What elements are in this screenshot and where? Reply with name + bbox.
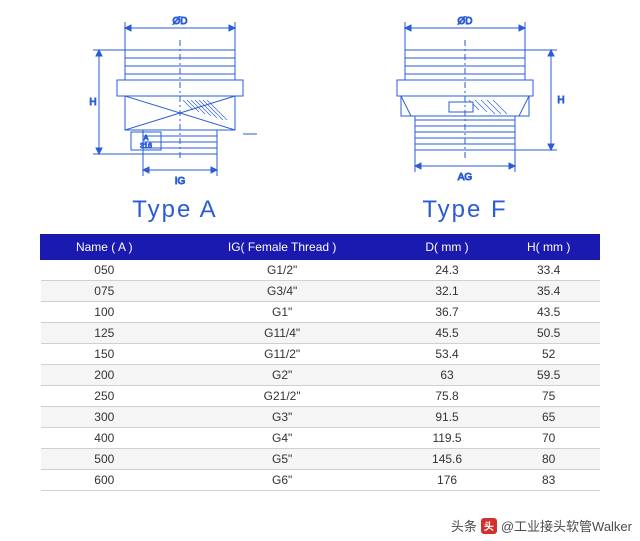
table-cell: 300 — [41, 407, 169, 428]
col-h: H( mm ) — [498, 235, 600, 260]
table-cell: 53.4 — [396, 344, 498, 365]
table-cell: 80 — [498, 449, 600, 470]
table-cell: 32.1 — [396, 281, 498, 302]
table-cell: 70 — [498, 428, 600, 449]
attribution: 头条 头 @工业接头软管Walker — [451, 516, 632, 535]
table-cell: G1/2" — [168, 260, 396, 281]
label-type-f: Type F — [355, 196, 575, 224]
col-ig: IG( Female Thread ) — [168, 235, 396, 260]
table-row: 300G3"91.565 — [41, 407, 600, 428]
table-cell: 33.4 — [498, 260, 600, 281]
table-cell: 145.6 — [396, 449, 498, 470]
dim-h-f: H — [557, 95, 564, 106]
table-cell: 83 — [498, 470, 600, 491]
table-cell: 500 — [41, 449, 169, 470]
table-cell: G3/4" — [168, 281, 396, 302]
diagram-f-svg: ØD — [355, 10, 575, 190]
table-cell: G2" — [168, 365, 396, 386]
table-header-row: Name ( A ) IG( Female Thread ) D( mm ) H… — [41, 235, 600, 260]
table-cell: G4" — [168, 428, 396, 449]
diagram-type-a: ØD — [65, 10, 285, 224]
table-cell: 52 — [498, 344, 600, 365]
table-cell: G6" — [168, 470, 396, 491]
table-cell: G11/4" — [168, 323, 396, 344]
table-cell: G11/2" — [168, 344, 396, 365]
table-cell: 176 — [396, 470, 498, 491]
diagram-type-f: ØD — [355, 10, 575, 224]
table-cell: 119.5 — [396, 428, 498, 449]
dim-od-a: ØD — [173, 16, 188, 27]
table-cell: 35.4 — [498, 281, 600, 302]
table-row: 150G11/2"53.452 — [41, 344, 600, 365]
table-row: 100G1"36.743.5 — [41, 302, 600, 323]
table-cell: 600 — [41, 470, 169, 491]
marking-a-bot: 316 — [140, 143, 152, 150]
spec-table-wrap: Name ( A ) IG( Female Thread ) D( mm ) H… — [0, 224, 640, 491]
table-row: 125G11/4"45.550.5 — [41, 323, 600, 344]
col-name: Name ( A ) — [41, 235, 169, 260]
label-type-a: Type A — [65, 196, 285, 224]
table-cell: 36.7 — [396, 302, 498, 323]
attribution-prefix: 头条 — [451, 516, 477, 535]
dim-h-a: H — [89, 97, 96, 108]
attribution-text: @工业接头软管Walker — [501, 516, 632, 535]
table-cell: 100 — [41, 302, 169, 323]
table-cell: 45.5 — [396, 323, 498, 344]
table-cell: G21/2" — [168, 386, 396, 407]
table-cell: 75.8 — [396, 386, 498, 407]
dim-ig: IG — [175, 176, 186, 187]
table-cell: 59.5 — [498, 365, 600, 386]
table-cell: 24.3 — [396, 260, 498, 281]
table-cell: 050 — [41, 260, 169, 281]
table-cell: G3" — [168, 407, 396, 428]
dim-od-f: ØD — [458, 16, 473, 27]
table-cell: 75 — [498, 386, 600, 407]
diagram-a-svg: ØD — [65, 10, 285, 190]
diagrams-row: ØD — [0, 0, 640, 224]
attribution-icon: 头 — [481, 518, 497, 534]
table-cell: G1" — [168, 302, 396, 323]
table-cell: 91.5 — [396, 407, 498, 428]
table-row: 500G5"145.680 — [41, 449, 600, 470]
table-cell: 125 — [41, 323, 169, 344]
table-cell: 250 — [41, 386, 169, 407]
table-cell: 150 — [41, 344, 169, 365]
table-cell: 075 — [41, 281, 169, 302]
table-cell: G5" — [168, 449, 396, 470]
table-row: 400G4"119.570 — [41, 428, 600, 449]
table-row: 200G2"6359.5 — [41, 365, 600, 386]
table-cell: 65 — [498, 407, 600, 428]
table-cell: 200 — [41, 365, 169, 386]
table-cell: 63 — [396, 365, 498, 386]
col-d: D( mm ) — [396, 235, 498, 260]
table-cell: 43.5 — [498, 302, 600, 323]
table-cell: 50.5 — [498, 323, 600, 344]
table-cell: 400 — [41, 428, 169, 449]
dim-ag: AG — [458, 172, 473, 183]
table-row: 075G3/4"32.135.4 — [41, 281, 600, 302]
table-row: 600G6"17683 — [41, 470, 600, 491]
spec-table: Name ( A ) IG( Female Thread ) D( mm ) H… — [40, 234, 600, 491]
table-row: 050G1/2"24.333.4 — [41, 260, 600, 281]
table-row: 250G21/2"75.875 — [41, 386, 600, 407]
